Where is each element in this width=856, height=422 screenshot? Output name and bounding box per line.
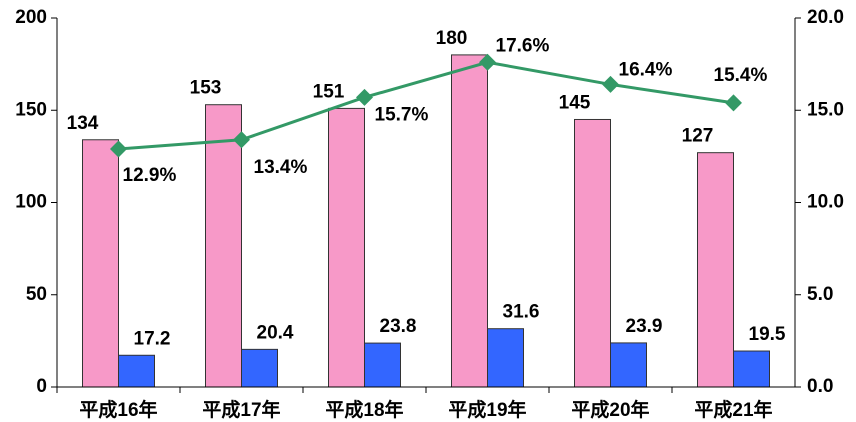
- line-marker: [233, 131, 250, 149]
- bar-value-label: 134: [67, 113, 99, 134]
- bar: [733, 350, 770, 388]
- bar: [574, 118, 611, 388]
- line-value-label: 16.4%: [619, 59, 673, 80]
- y-tick-label: 150: [15, 99, 47, 120]
- y-tick-label: 100: [15, 192, 47, 213]
- bar-value-label: 153: [190, 78, 222, 99]
- line-marker: [110, 140, 127, 158]
- bar-value-label: 23.8: [380, 316, 417, 337]
- y-tick-label: 0: [36, 376, 47, 397]
- line: [118, 60, 734, 151]
- line-value-label: 12.9%: [123, 165, 177, 186]
- bar-value-label: 145: [559, 92, 591, 113]
- x-tick-label: 平成16年: [79, 398, 157, 421]
- x-tick-label: 平成20年: [571, 398, 649, 421]
- bar: [487, 328, 524, 388]
- bar: [328, 107, 365, 388]
- x-tick-label: 平成21年: [694, 398, 772, 421]
- bar: [697, 152, 734, 388]
- bar: [205, 104, 242, 388]
- line-value-label: 15.7%: [375, 104, 429, 125]
- y2-tick-label: 20.0: [807, 7, 844, 28]
- bar-value-label: 23.9: [626, 316, 663, 337]
- bar-value-label: 17.2: [134, 328, 171, 349]
- y2-tick-label: 10.0: [807, 192, 844, 213]
- bar-value-label: 127: [682, 126, 714, 147]
- y-tick-label: 50: [26, 284, 47, 305]
- x-tick-label: 平成18年: [325, 398, 403, 421]
- line-marker: [602, 75, 619, 93]
- bar-value-label: 31.6: [503, 302, 540, 323]
- line-marker: [356, 88, 373, 106]
- y2-tick-label: 5.0: [807, 284, 833, 305]
- bar-value-label: 180: [436, 28, 468, 49]
- line-marker: [725, 94, 742, 112]
- line-value-label: 17.6%: [496, 35, 550, 56]
- bar: [364, 342, 401, 388]
- bar-value-label: 19.5: [749, 324, 786, 345]
- line-value-label: 15.4%: [714, 65, 768, 86]
- bar: [82, 139, 119, 388]
- x-tick-label: 平成17年: [202, 398, 280, 421]
- line-value-label: 13.4%: [254, 157, 308, 178]
- bar: [610, 342, 647, 388]
- y-tick-label: 200: [15, 7, 47, 28]
- y2-tick-label: 15.0: [807, 99, 844, 120]
- bar: [451, 54, 488, 388]
- y2-tick-label: 0.0: [807, 376, 833, 397]
- x-tick-label: 平成19年: [448, 398, 526, 421]
- bar-value-label: 20.4: [257, 322, 294, 343]
- bar: [118, 354, 155, 388]
- bar: [241, 348, 278, 388]
- bar-value-label: 151: [313, 81, 345, 102]
